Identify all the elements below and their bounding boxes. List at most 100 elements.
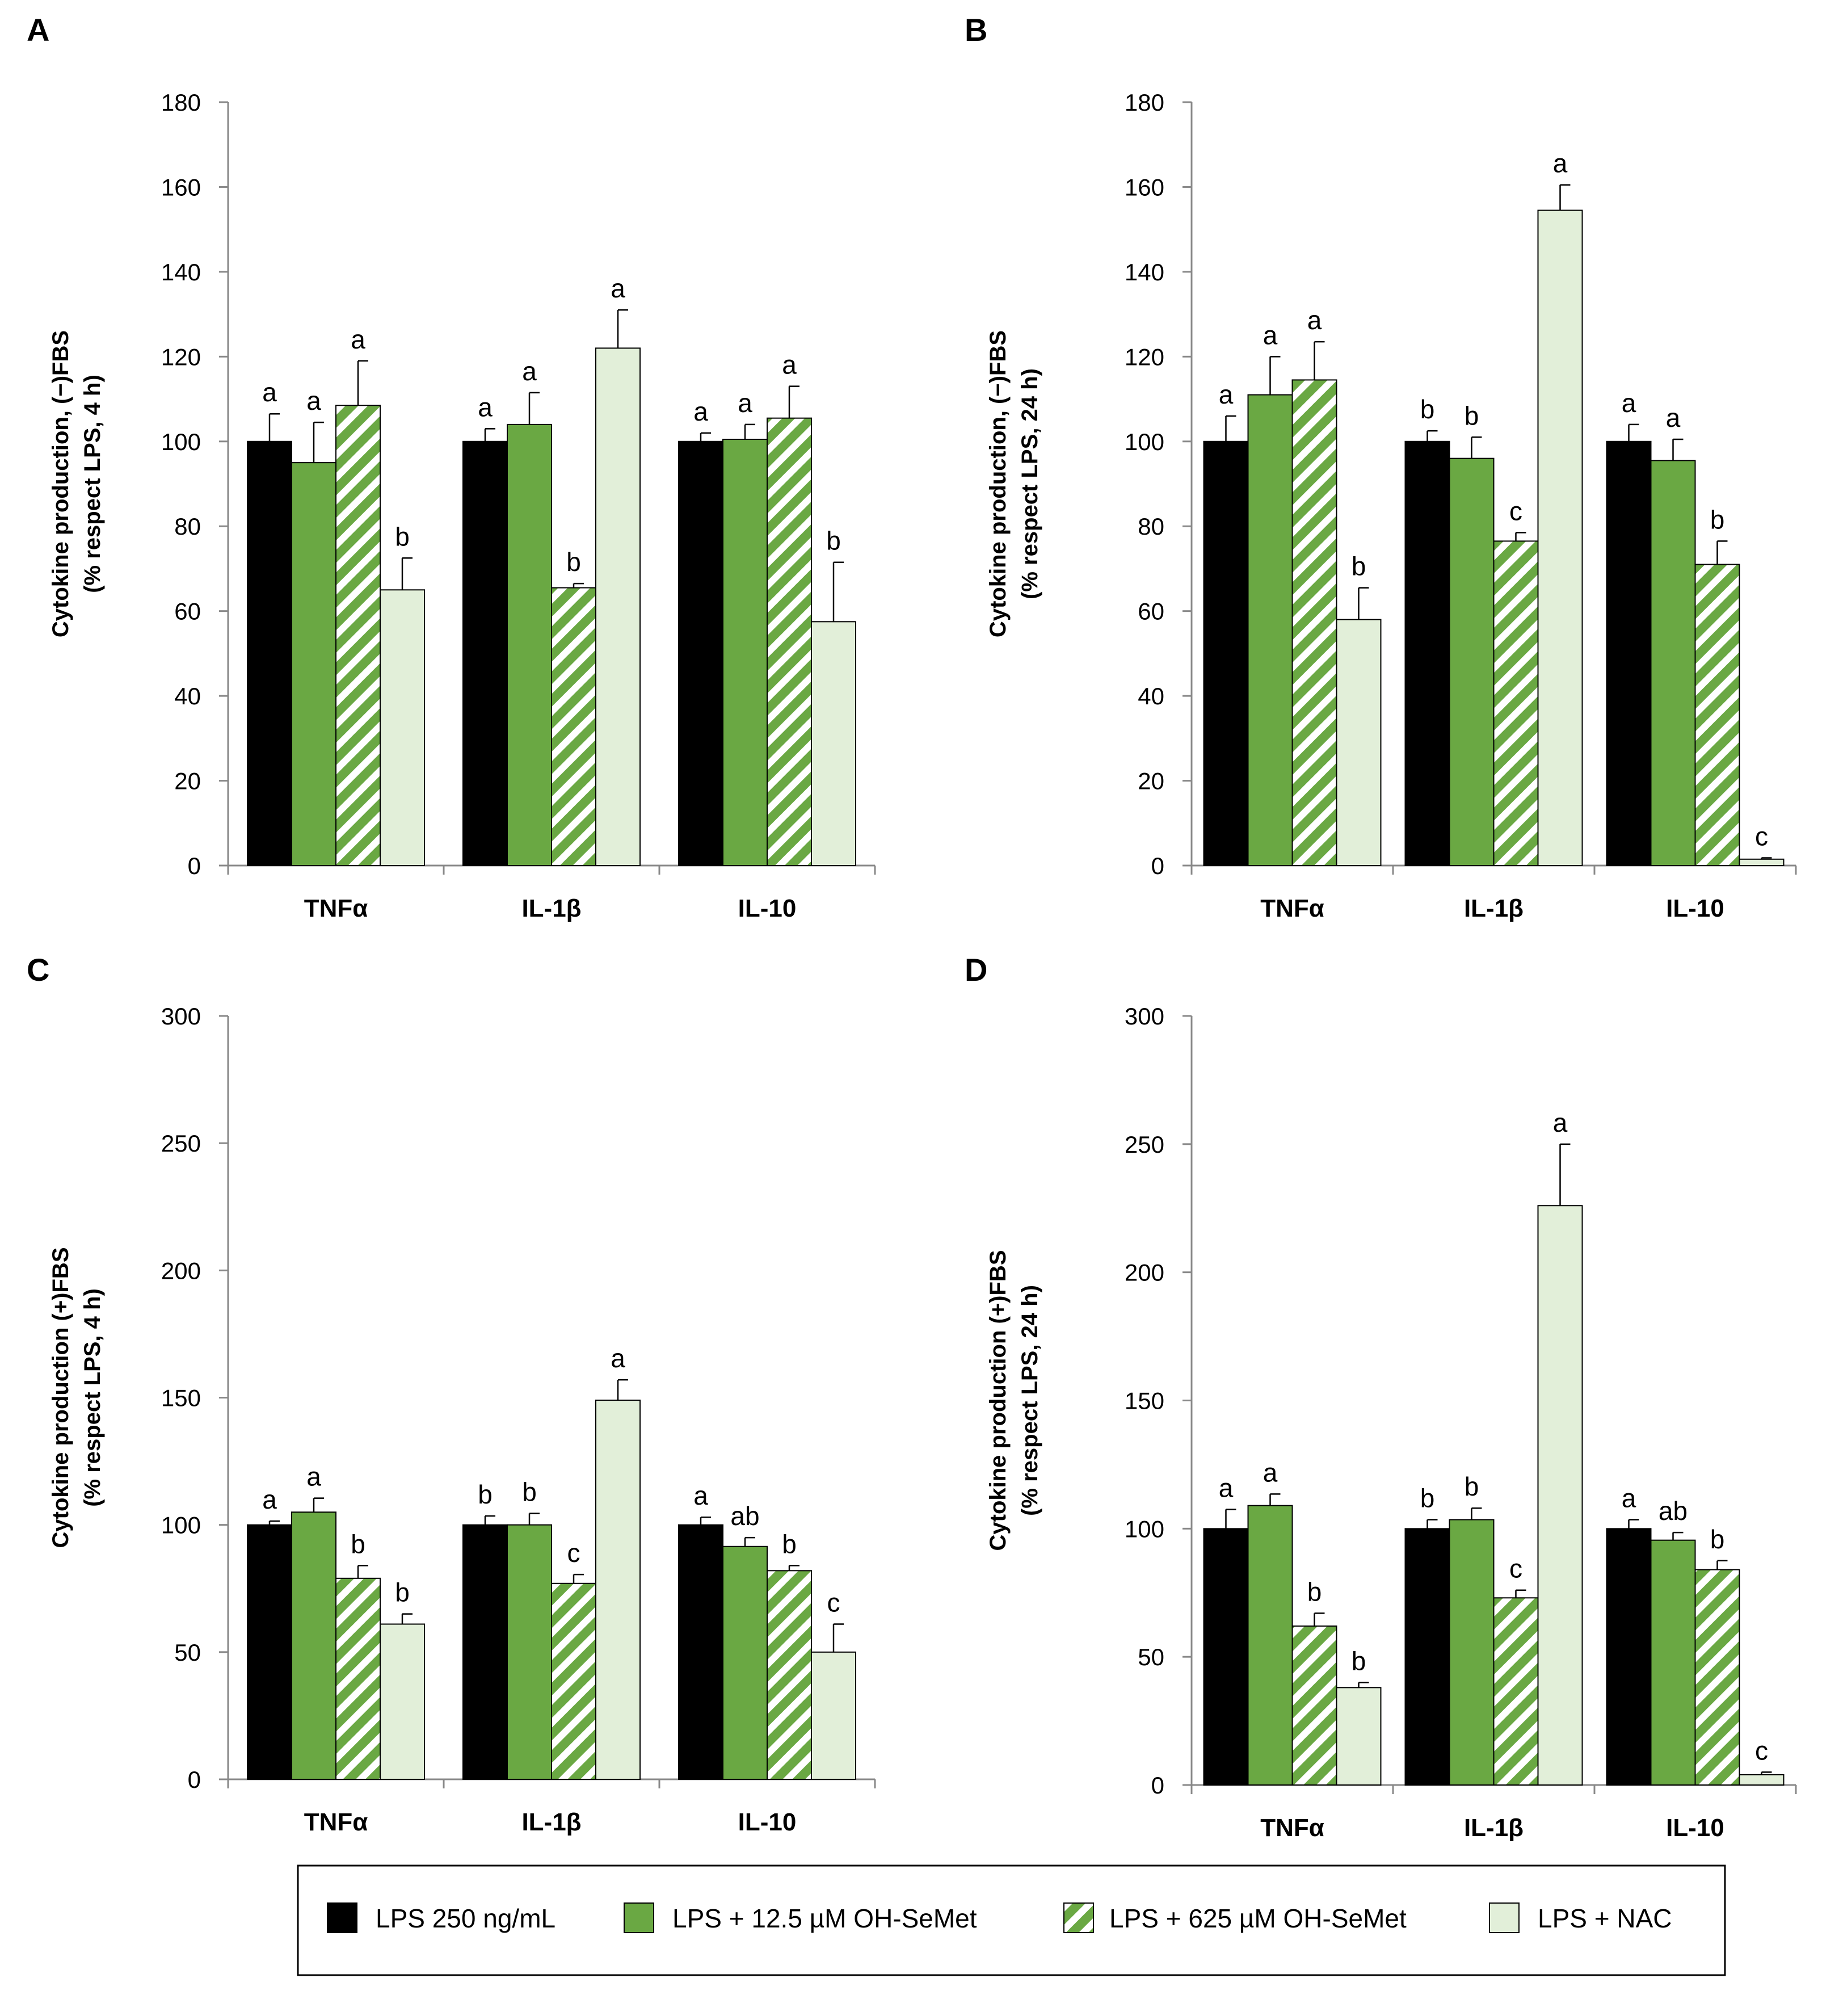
bar-low-oh-semet [507, 423, 552, 866]
category-label: IL-10 [738, 894, 797, 922]
y-tick-label: 40 [174, 683, 201, 709]
significance-label: c [1509, 496, 1522, 526]
significance-label: a [1553, 1108, 1568, 1137]
significance-label: a [693, 397, 708, 426]
significance-label: b [1420, 394, 1435, 424]
category-label: IL-1β [521, 1808, 581, 1836]
significance-label: a [306, 386, 321, 415]
bar-nac [811, 1651, 856, 1780]
y-tick-label: 100 [161, 1512, 201, 1539]
y-tick-label: 100 [1125, 429, 1164, 455]
category-label: IL-1β [521, 894, 581, 922]
significance-label: b [1352, 552, 1366, 581]
y-tick-label: 20 [1138, 768, 1164, 795]
y-tick-label: 140 [1125, 259, 1164, 285]
category-label: IL-10 [1666, 1814, 1724, 1842]
bar-high-oh-semet [1493, 1597, 1539, 1786]
significance-label: a [1622, 388, 1636, 418]
panel-letter: A [27, 12, 49, 48]
bar-lps [247, 440, 292, 866]
y-tick-label: 140 [161, 259, 201, 285]
legend-label-lps: LPS 250 ng/mL [376, 1904, 556, 1933]
significance-label: a [738, 388, 752, 418]
significance-label: a [522, 356, 537, 386]
bar-high-oh-semet [767, 417, 812, 866]
significance-label: b [1710, 1524, 1725, 1554]
bar-nac [1336, 619, 1382, 866]
panel-letter: D [965, 952, 987, 988]
y-tick-label: 60 [174, 598, 201, 625]
y-tick-label: 100 [1125, 1515, 1164, 1542]
significance-label: a [1263, 1458, 1278, 1487]
y-tick-label: 160 [1125, 174, 1164, 200]
significance-label: a [262, 377, 277, 407]
legend-swatch-hatch [1063, 1902, 1094, 1933]
y-tick-label: 40 [1138, 683, 1164, 709]
legend-box [297, 1864, 1726, 1976]
significance-label: ab [1659, 1496, 1687, 1526]
significance-label: ab [730, 1501, 759, 1531]
significance-label: b [1465, 401, 1479, 430]
bar-low-oh-semet [1650, 1539, 1696, 1786]
significance-label: b [351, 1529, 365, 1559]
bar-lps [462, 440, 508, 866]
category-label: TNFα [304, 894, 368, 922]
bar-nac [595, 1399, 641, 1780]
bar-low-oh-semet [722, 1545, 768, 1780]
bar-high-oh-semet [551, 587, 596, 866]
y-tick-label: 60 [1138, 598, 1164, 625]
significance-label: a [1307, 305, 1322, 335]
significance-label: b [522, 1477, 537, 1506]
significance-label: a [1263, 320, 1278, 350]
bar-nac [1739, 858, 1785, 866]
bar-low-oh-semet [291, 1511, 336, 1780]
bar-low-oh-semet [1449, 457, 1495, 866]
significance-label: b [566, 547, 581, 577]
significance-label: a [1553, 149, 1568, 178]
y-tick-label: 0 [1151, 1772, 1164, 1799]
legend-label-low-oh-semet: LPS + 12.5 µM OH-SeMet [672, 1904, 977, 1933]
significance-label: a [478, 392, 493, 422]
bar-lps [1203, 1528, 1249, 1786]
significance-label: b [1710, 505, 1725, 534]
legend-swatch-black [327, 1902, 357, 1933]
bar-high-oh-semet [551, 1582, 596, 1780]
significance-label: b [1307, 1577, 1322, 1606]
bar-high-oh-semet [335, 405, 381, 866]
category-label: TNFα [1260, 894, 1324, 922]
y-tick-label: 250 [161, 1130, 201, 1157]
significance-label: b [395, 522, 410, 551]
category-label: IL-10 [738, 1808, 797, 1836]
category-label: TNFα [1260, 1814, 1324, 1842]
legend-swatch-light [1489, 1902, 1520, 1933]
y-tick-label: 80 [174, 513, 201, 540]
significance-label: b [478, 1480, 493, 1509]
bar-lps [1606, 440, 1652, 866]
bar-lps [247, 1524, 292, 1780]
y-axis-title-line1: Cytokine production (+)FBS [986, 1250, 1011, 1551]
significance-label: c [1755, 822, 1768, 851]
y-tick-label: 150 [161, 1385, 201, 1412]
bar-high-oh-semet [1694, 564, 1740, 866]
y-tick-label: 100 [161, 429, 201, 455]
y-tick-label: 200 [161, 1257, 201, 1284]
significance-label: a [782, 350, 797, 380]
bar-low-oh-semet [291, 462, 336, 866]
significance-label: b [826, 526, 841, 556]
bar-lps [462, 1524, 508, 1780]
bar-nac [1537, 1205, 1583, 1786]
significance-label: c [827, 1588, 840, 1618]
bar-high-oh-semet [1291, 1625, 1337, 1786]
y-tick-label: 50 [174, 1639, 201, 1666]
significance-label: a [262, 1485, 277, 1514]
significance-label: c [567, 1538, 580, 1568]
y-axis-title-line2: (% respect LPS, 24 h) [1017, 1285, 1042, 1516]
bar-nac [595, 347, 641, 866]
bar-lps [678, 1524, 723, 1780]
category-label: IL-1β [1464, 1814, 1524, 1842]
significance-label: b [1352, 1646, 1366, 1675]
